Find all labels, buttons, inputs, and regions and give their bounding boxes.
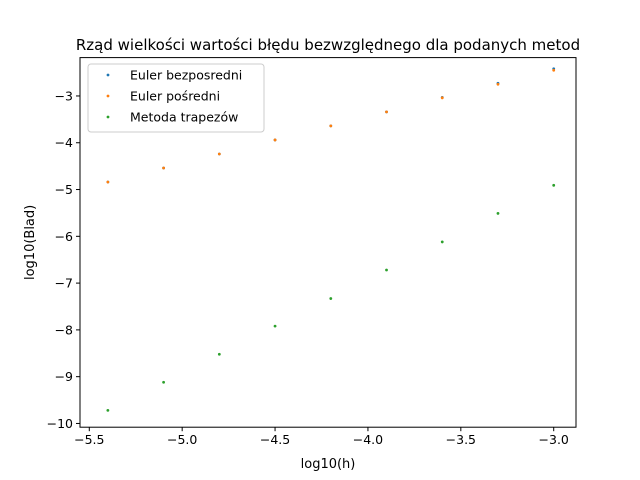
x-tick-label: −5.5 [74,432,104,447]
data-point [329,297,333,300]
data-point [162,380,165,384]
x-tick-label: −3.0 [539,432,569,447]
y-tick-label: −5 [55,182,73,197]
legend-marker [106,115,110,119]
data-point [273,138,277,142]
data-point [162,166,165,170]
series-2 [106,183,556,412]
y-tick-label: −3 [55,88,73,103]
data-point [552,183,556,187]
data-point [273,324,277,328]
legend-label: Euler bezposredni [130,68,242,83]
x-axis-label: log10(h) [301,457,356,472]
legend-box [87,63,265,133]
x-tick-label: −4.5 [260,432,290,447]
data-point [496,82,500,86]
data-point [385,110,388,114]
y-tick-label: −8 [55,322,73,337]
data-point [217,152,221,156]
legend: Euler bezposredni Euler pośredni Metoda tr… [87,63,265,133]
y-axis-label: log10(Blad) [23,205,38,280]
chart-title: Rząd wielkości wartości błędu bezwzględn… [76,36,580,54]
data-point [552,68,556,72]
plot-area [106,67,556,412]
y-tick-label: −6 [55,229,73,244]
y-axis: −10 −9 −8 −7 −6 −5 −4 −3 [47,88,80,431]
data-point [106,180,110,184]
y-tick-label: −4 [55,135,73,150]
legend-label: Metoda trapezów [130,110,238,125]
data-point [440,240,444,244]
y-tick-label: −7 [55,276,73,291]
plot-frame [79,57,577,428]
x-tick-label: −5.0 [167,432,197,447]
x-axis: −5.5 −5.0 −4.5 −4.0 −3.5 −3.0 [74,427,569,447]
x-tick-label: −3.5 [446,432,476,447]
y-tick-label: −9 [55,369,73,384]
legend-marker [106,73,110,77]
series-1 [106,68,556,184]
y-tick-label: −10 [47,416,73,431]
data-point [496,211,500,215]
data-point [217,352,221,356]
data-point [106,408,110,412]
data-point [329,124,333,128]
legend-marker [106,94,110,98]
data-point [385,268,388,272]
legend-label: Euler pośredni [130,89,220,104]
x-tick-label: −4.0 [353,432,383,447]
data-point [440,96,444,100]
